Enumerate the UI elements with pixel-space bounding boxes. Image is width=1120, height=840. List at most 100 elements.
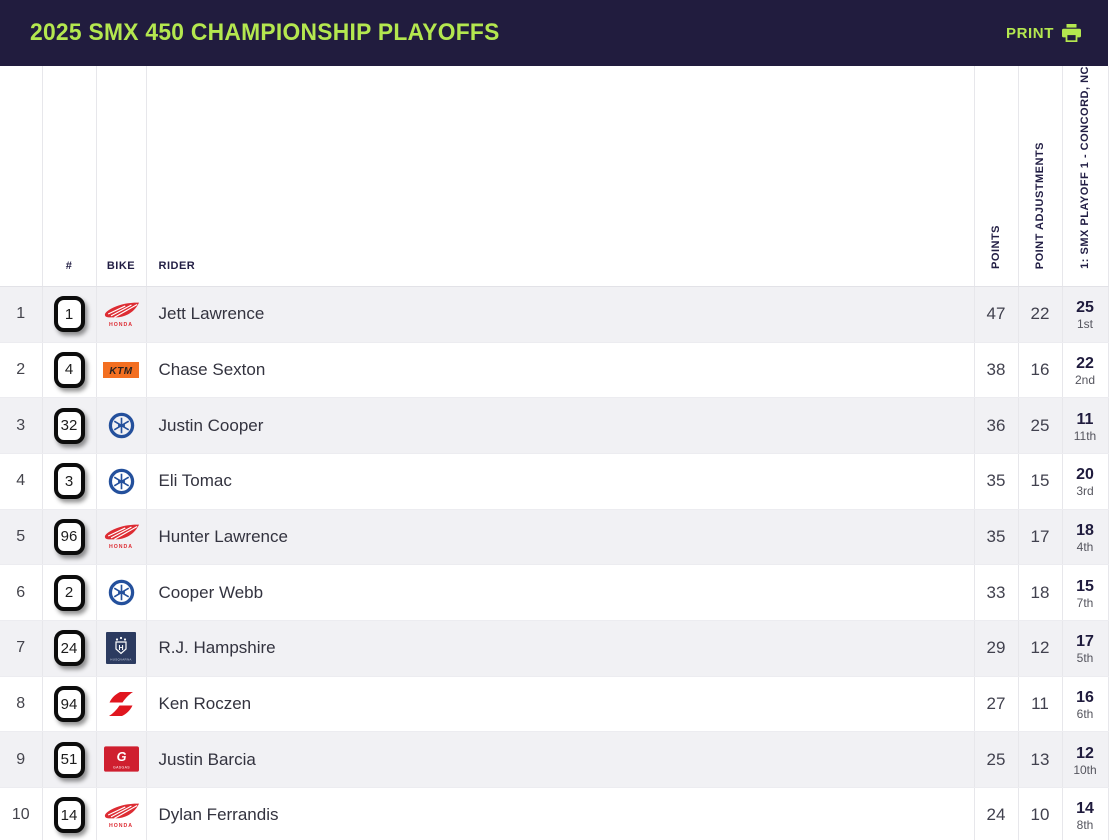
husqvarna-logo-icon: H HUSQVARNA — [106, 632, 136, 665]
round1-place: 3rd — [1076, 484, 1094, 499]
round1-place: 8th — [1076, 818, 1094, 833]
column-header-position — [0, 66, 43, 287]
table-row: 1 1 HONDA Jett Lawrence 47 22 25 1st — [0, 286, 1109, 343]
table-row: 4 3 Eli Tomac 35 15 20 3rd — [0, 453, 1109, 510]
round1-result-cell: 25 1st — [1062, 286, 1109, 343]
round1-place: 10th — [1073, 762, 1097, 777]
rider-name: Jett Lawrence — [146, 286, 975, 343]
honda-logo-icon: HONDA — [102, 301, 140, 328]
bike-cell: HONDA — [96, 509, 147, 566]
number-plate-cell: 94 — [42, 676, 97, 733]
points-cell: 35 — [974, 509, 1019, 566]
column-header-point-adjustments: POINT ADJUSTMENTS — [1018, 66, 1063, 287]
round1-result-cell: 17 5th — [1062, 620, 1109, 677]
round1-result-cell: 18 4th — [1062, 509, 1109, 566]
svg-text:HONDA: HONDA — [109, 544, 133, 550]
round1-points: 14 — [1076, 800, 1094, 818]
round1-place: 6th — [1076, 707, 1094, 721]
table-row: 7 24 H HUSQVARNA R.J. Hampshire 29 12 17 … — [0, 620, 1109, 677]
rider-name: Dylan Ferrandis — [146, 787, 975, 840]
number-plate-cell: 96 — [42, 509, 97, 566]
svg-text:HONDA: HONDA — [109, 823, 133, 829]
suzuki-logo-icon — [108, 690, 134, 718]
table-row: 3 32 Justin Cooper 36 25 11 11th — [0, 397, 1109, 454]
svg-text:KTM: KTM — [109, 366, 132, 377]
table-row: 9 51 G GASGAS Justin Barcia 25 13 12 10th — [0, 731, 1109, 789]
rider-name: Ken Roczen — [146, 676, 975, 733]
bike-cell — [96, 453, 147, 510]
point-adjustments-cell: 17 — [1018, 509, 1063, 566]
round1-result-cell: 11 11th — [1062, 397, 1109, 454]
points-cell: 36 — [974, 397, 1019, 454]
standings-body: 1 1 HONDA Jett Lawrence 47 22 25 1st 2 4… — [0, 286, 1109, 840]
round1-points: 18 — [1076, 521, 1094, 539]
number-plate: 96 — [53, 518, 85, 555]
round1-points: 20 — [1076, 466, 1094, 484]
point-adjustments-cell: 12 — [1018, 620, 1063, 677]
bike-cell — [96, 676, 147, 733]
point-adjustments-cell: 25 — [1018, 397, 1063, 454]
point-adjustments-cell: 16 — [1018, 342, 1063, 399]
round1-result-cell: 12 10th — [1062, 731, 1109, 789]
position-cell: 9 — [0, 731, 43, 789]
printer-icon — [1061, 24, 1082, 43]
points-cell: 24 — [974, 787, 1019, 840]
points-cell: 29 — [974, 620, 1019, 677]
number-plate-cell: 32 — [42, 397, 97, 454]
round1-result-cell: 22 2nd — [1062, 342, 1109, 399]
round1-place: 11th — [1073, 428, 1097, 443]
rider-name: Cooper Webb — [146, 564, 975, 621]
number-plate: 4 — [53, 351, 85, 388]
number-plate-cell: 24 — [42, 620, 97, 677]
print-button[interactable]: PRINT — [1006, 24, 1082, 43]
position-cell: 7 — [0, 620, 43, 677]
number-plate-cell: 1 — [42, 286, 97, 343]
gasgas-logo-icon: G GASGAS — [103, 746, 139, 773]
point-adjustments-cell: 18 — [1018, 564, 1063, 621]
column-header-points: POINTS — [974, 66, 1019, 287]
number-plate: 1 — [53, 296, 85, 333]
number-plate: 51 — [53, 741, 85, 778]
round1-points: 16 — [1076, 689, 1094, 706]
round1-points: 12 — [1076, 744, 1094, 762]
round1-place: 4th — [1076, 539, 1094, 554]
yamaha-logo-icon — [108, 468, 135, 495]
round1-place: 5th — [1076, 651, 1094, 666]
round1-place: 2nd — [1074, 372, 1096, 387]
round1-result-cell: 20 3rd — [1062, 453, 1109, 510]
rider-name: Justin Barcia — [146, 731, 975, 789]
svg-text:G: G — [116, 750, 126, 764]
round1-points: 17 — [1076, 633, 1094, 651]
round1-points: 25 — [1076, 299, 1094, 317]
yamaha-logo-icon — [108, 579, 135, 606]
round1-result-cell: 14 8th — [1062, 787, 1109, 840]
print-button-label: PRINT — [1006, 24, 1054, 42]
points-cell: 25 — [974, 731, 1019, 789]
point-adjustments-cell: 13 — [1018, 731, 1063, 789]
point-adjustments-cell: 15 — [1018, 453, 1063, 510]
rider-name: R.J. Hampshire — [146, 620, 975, 677]
number-plate: 3 — [53, 463, 85, 500]
svg-text:HUSQVARNA: HUSQVARNA — [110, 658, 131, 662]
bike-cell: KTM — [96, 342, 147, 399]
bike-cell: H HUSQVARNA — [96, 620, 147, 677]
point-adjustments-cell: 11 — [1018, 676, 1063, 733]
honda-logo-icon: HONDA — [102, 802, 140, 829]
position-cell: 8 — [0, 676, 43, 733]
position-cell: 2 — [0, 342, 43, 399]
point-adjustments-cell: 10 — [1018, 787, 1063, 840]
title-bar: 2025 SMX 450 CHAMPIONSHIP PLAYOFFS PRINT — [0, 0, 1108, 66]
table-row: 10 14 HONDA Dylan Ferrandis 24 10 14 8th — [0, 787, 1109, 840]
standings-table: # BIKE RIDER POINTS POINT ADJUSTMENTS 1:… — [0, 66, 1109, 840]
round1-points: 15 — [1076, 577, 1094, 595]
table-row: 2 4 KTM Chase Sexton 38 16 22 2nd — [0, 342, 1109, 399]
rider-name: Chase Sexton — [146, 342, 975, 399]
round1-place: 1st — [1076, 317, 1093, 332]
number-plate-cell: 51 — [42, 731, 97, 789]
number-plate: 94 — [53, 686, 85, 722]
bike-cell — [96, 564, 147, 621]
page-title: 2025 SMX 450 CHAMPIONSHIP PLAYOFFS — [30, 19, 500, 46]
points-cell: 38 — [974, 342, 1019, 399]
ktm-logo-icon: KTM — [103, 361, 139, 378]
position-cell: 3 — [0, 397, 43, 454]
